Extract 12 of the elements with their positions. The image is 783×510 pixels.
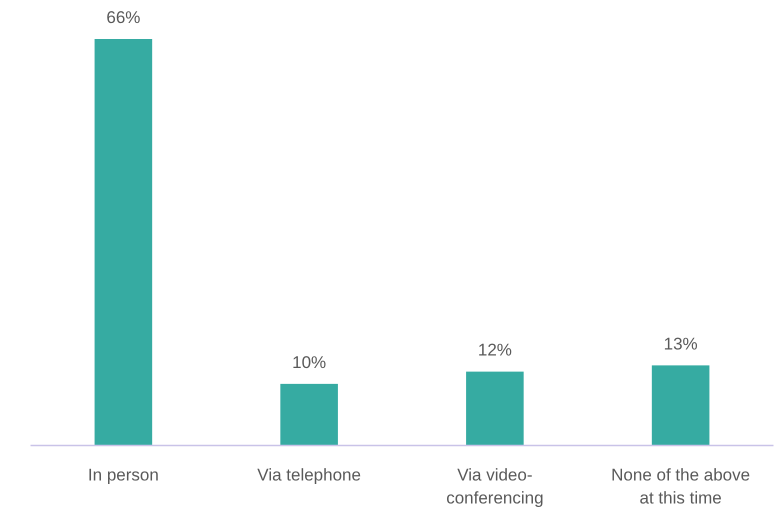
data-label: 13% <box>664 334 698 354</box>
bar <box>466 372 524 446</box>
x-tick-label: Via video- conferencing <box>446 466 544 508</box>
bar <box>652 365 710 446</box>
data-label: 12% <box>478 340 512 360</box>
data-label: 10% <box>292 352 326 372</box>
data-label: 66% <box>106 8 140 27</box>
bar <box>94 38 152 446</box>
x-tick-label: Via telephone <box>257 466 361 484</box>
bar <box>280 384 338 446</box>
x-tick-label: None of the above at this time <box>611 466 750 508</box>
x-tick-label: In person <box>88 466 159 484</box>
